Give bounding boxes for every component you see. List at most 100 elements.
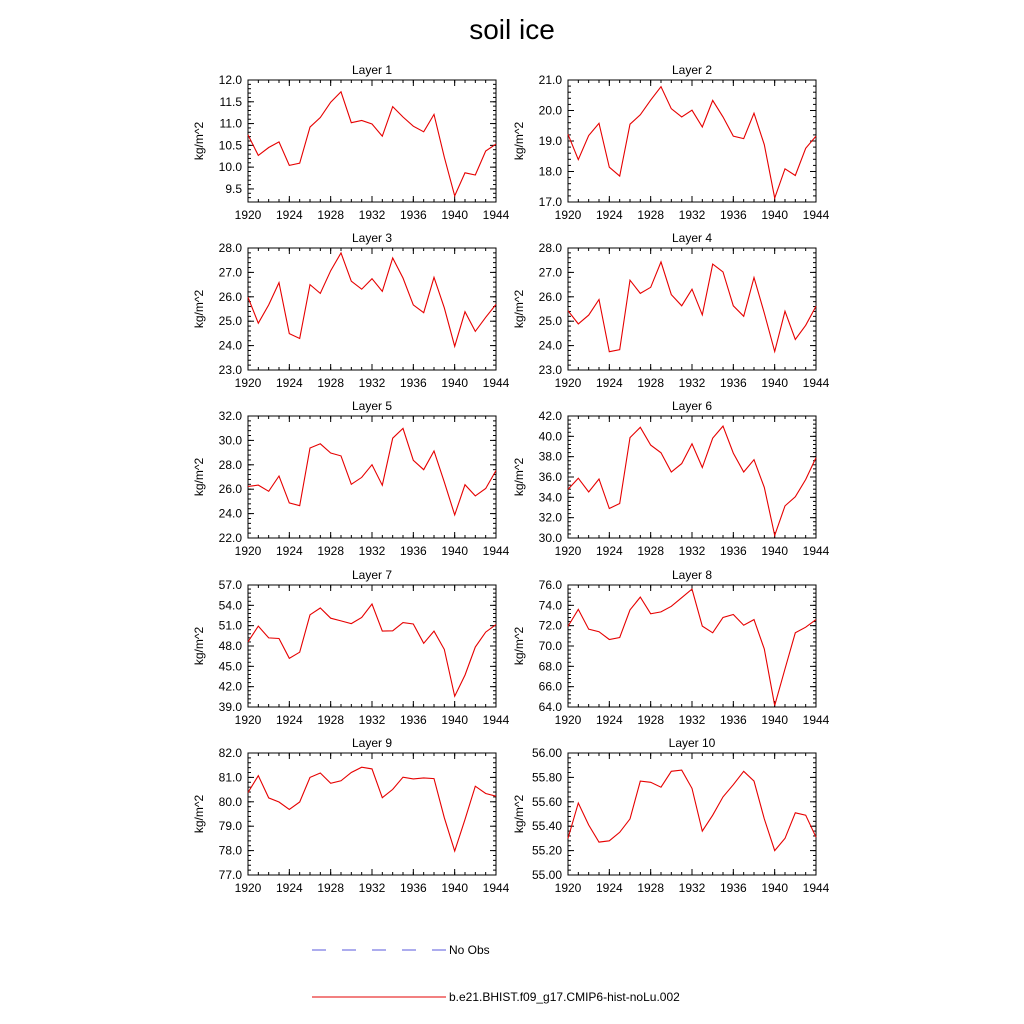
y-tick-label: 26.0 bbox=[219, 290, 243, 304]
x-tick-label: 1936 bbox=[720, 713, 747, 727]
x-tick-label: 1924 bbox=[276, 544, 303, 558]
y-tick-label: 55.20 bbox=[532, 844, 562, 858]
plot-frame bbox=[567, 79, 817, 203]
legend-label: b.e21.BHIST.f09_g17.CMIP6-hist-noLu.002 bbox=[449, 990, 680, 1004]
series-line bbox=[247, 427, 497, 517]
x-tick-label: 1928 bbox=[317, 208, 344, 222]
y-tick-label: 27.0 bbox=[539, 265, 563, 279]
panel-title: Layer 4 bbox=[672, 231, 712, 245]
y-tick-label: 82.0 bbox=[219, 746, 243, 760]
x-tick-label: 1924 bbox=[596, 881, 623, 895]
x-tick-label: 1936 bbox=[720, 881, 747, 895]
x-tick-label: 1928 bbox=[317, 713, 344, 727]
x-tick-label: 1920 bbox=[235, 881, 262, 895]
y-tick-label: 9.5 bbox=[225, 182, 242, 196]
x-tick-label: 1936 bbox=[400, 544, 427, 558]
series-line bbox=[567, 588, 817, 706]
x-tick-label: 1940 bbox=[761, 376, 788, 390]
y-tick-label: 24.0 bbox=[219, 339, 243, 353]
x-tick-label: 1944 bbox=[483, 881, 510, 895]
series-line bbox=[247, 251, 497, 349]
x-tick-label: 1928 bbox=[637, 544, 664, 558]
x-tick-label: 1936 bbox=[400, 208, 427, 222]
y-axis-label: kg/m^2 bbox=[512, 290, 526, 329]
y-tick-label: 68.0 bbox=[539, 659, 563, 673]
y-tick-label: 48.0 bbox=[219, 639, 243, 653]
panel-title: Layer 6 bbox=[672, 399, 712, 413]
panel-title: Layer 2 bbox=[672, 63, 712, 77]
y-tick-label: 79.0 bbox=[219, 819, 243, 833]
y-tick-label: 38.0 bbox=[539, 450, 563, 464]
y-tick-label: 25.0 bbox=[539, 314, 563, 328]
panel-title: Layer 7 bbox=[352, 568, 392, 582]
x-tick-label: 1920 bbox=[555, 713, 582, 727]
x-tick-label: 1924 bbox=[276, 881, 303, 895]
y-tick-label: 27.0 bbox=[219, 265, 243, 279]
y-tick-label: 32.0 bbox=[539, 511, 563, 525]
y-tick-label: 32.0 bbox=[219, 409, 243, 423]
y-axis-label: kg/m^2 bbox=[192, 627, 206, 666]
plot-frame bbox=[567, 584, 817, 708]
y-tick-label: 54.0 bbox=[219, 598, 243, 612]
x-tick-label: 1940 bbox=[441, 208, 468, 222]
y-tick-label: 18.0 bbox=[539, 165, 563, 179]
y-tick-label: 20.0 bbox=[539, 104, 563, 118]
x-tick-label: 1932 bbox=[359, 208, 386, 222]
plot-frame bbox=[247, 79, 497, 203]
x-tick-label: 1920 bbox=[555, 208, 582, 222]
y-tick-label: 42.0 bbox=[219, 680, 243, 694]
x-tick-label: 1920 bbox=[235, 208, 262, 222]
panel-title: Layer 9 bbox=[352, 736, 392, 750]
y-tick-label: 36.0 bbox=[539, 470, 563, 484]
panel-title: Layer 10 bbox=[669, 736, 716, 750]
x-tick-label: 1944 bbox=[803, 881, 830, 895]
chart-panel-layer-9: Layer 9 77.0 78.0 79.0 80.0 81.0 82.0 1920 1924 1… bbox=[192, 736, 510, 895]
y-tick-label: 55.80 bbox=[532, 770, 562, 784]
x-tick-label: 1936 bbox=[720, 376, 747, 390]
chart-panel-layer-1: Layer 1 9.5 10.0 10.5 11.0 11.5 12.0 1920 1924 19… bbox=[192, 63, 510, 222]
plot-frame bbox=[567, 752, 817, 876]
y-tick-label: 39.0 bbox=[219, 700, 243, 714]
y-tick-label: 55.60 bbox=[532, 795, 562, 809]
x-tick-label: 1940 bbox=[761, 713, 788, 727]
y-tick-label: 30.0 bbox=[539, 531, 563, 545]
y-axis-label: kg/m^2 bbox=[192, 290, 206, 329]
y-tick-label: 17.0 bbox=[539, 195, 563, 209]
x-tick-label: 1940 bbox=[761, 881, 788, 895]
y-axis-label: kg/m^2 bbox=[192, 458, 206, 497]
plot-frame bbox=[247, 415, 497, 539]
panel-title: Layer 1 bbox=[352, 63, 392, 77]
y-tick-label: 55.40 bbox=[532, 819, 562, 833]
y-tick-label: 30.0 bbox=[219, 433, 243, 447]
series-line bbox=[567, 260, 817, 354]
y-tick-label: 77.0 bbox=[219, 868, 243, 882]
x-tick-label: 1920 bbox=[555, 544, 582, 558]
x-tick-label: 1944 bbox=[483, 208, 510, 222]
x-tick-label: 1928 bbox=[317, 376, 344, 390]
chart-panel-layer-4: Layer 4 23.0 24.0 25.0 26.0 27.0 28.0 1920 1924 1… bbox=[512, 231, 830, 390]
x-tick-label: 1932 bbox=[679, 544, 706, 558]
chart-panel-layer-7: Layer 7 39.0 42.0 45.0 48.0 51.0 54.0 57.0 1920 1… bbox=[192, 568, 510, 727]
chart-panel-layer-8: Layer 8 64.0 66.0 68.0 70.0 72.0 74.0 76.0 1920 1… bbox=[512, 568, 830, 727]
x-tick-label: 1920 bbox=[555, 881, 582, 895]
y-tick-label: 45.0 bbox=[219, 659, 243, 673]
y-tick-label: 22.0 bbox=[219, 531, 243, 545]
y-tick-label: 12.0 bbox=[219, 73, 243, 87]
plot-frame bbox=[567, 247, 817, 371]
plot-frame bbox=[567, 415, 817, 539]
series-line bbox=[567, 769, 817, 852]
x-tick-label: 1936 bbox=[720, 208, 747, 222]
y-tick-label: 25.0 bbox=[219, 314, 243, 328]
x-tick-label: 1936 bbox=[400, 881, 427, 895]
y-axis-label: kg/m^2 bbox=[512, 458, 526, 497]
y-tick-label: 72.0 bbox=[539, 619, 563, 633]
x-tick-label: 1936 bbox=[720, 544, 747, 558]
x-tick-label: 1920 bbox=[235, 713, 262, 727]
y-tick-label: 78.0 bbox=[219, 844, 243, 858]
series-line bbox=[567, 425, 817, 538]
y-tick-label: 56.00 bbox=[532, 746, 562, 760]
y-tick-label: 10.5 bbox=[219, 138, 243, 152]
y-tick-label: 66.0 bbox=[539, 680, 563, 694]
